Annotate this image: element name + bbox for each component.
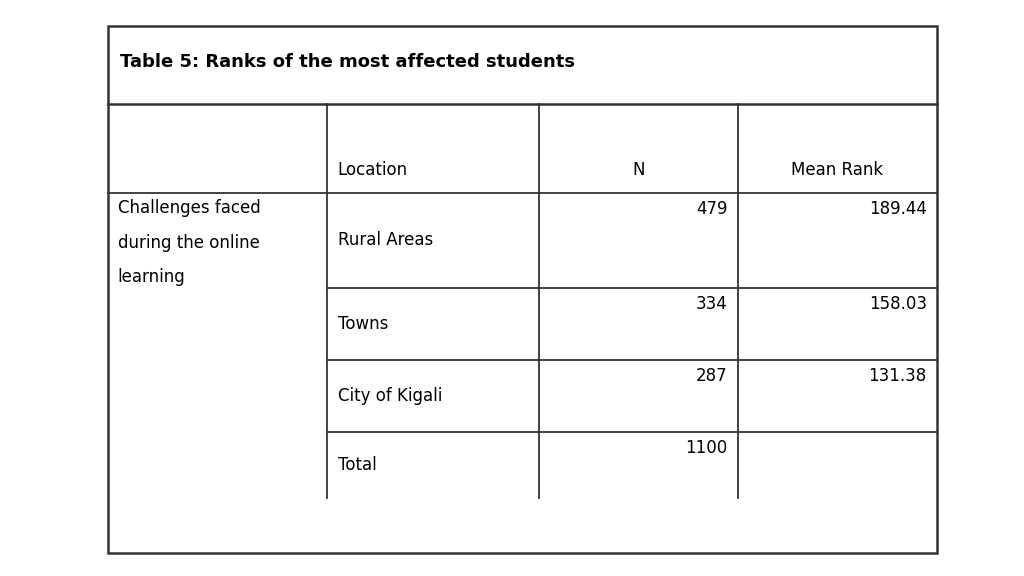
Text: Rural Areas: Rural Areas: [338, 232, 433, 249]
Text: 1100: 1100: [685, 439, 728, 457]
Text: 479: 479: [696, 200, 728, 218]
Text: City of Kigali: City of Kigali: [338, 387, 442, 405]
Text: Table 5: Ranks of the most affected students: Table 5: Ranks of the most affected stud…: [120, 53, 574, 71]
Text: 334: 334: [696, 295, 728, 313]
Text: 287: 287: [696, 367, 728, 385]
Text: N: N: [632, 161, 645, 179]
Text: Towns: Towns: [338, 315, 388, 333]
Text: Mean Rank: Mean Rank: [792, 161, 884, 179]
Text: Challenges faced
during the online
learning: Challenges faced during the online learn…: [118, 199, 260, 286]
Text: Location: Location: [338, 161, 408, 179]
Text: 158.03: 158.03: [868, 295, 927, 313]
Text: 131.38: 131.38: [868, 367, 927, 385]
Text: 189.44: 189.44: [868, 200, 927, 218]
Text: Total: Total: [338, 456, 376, 474]
